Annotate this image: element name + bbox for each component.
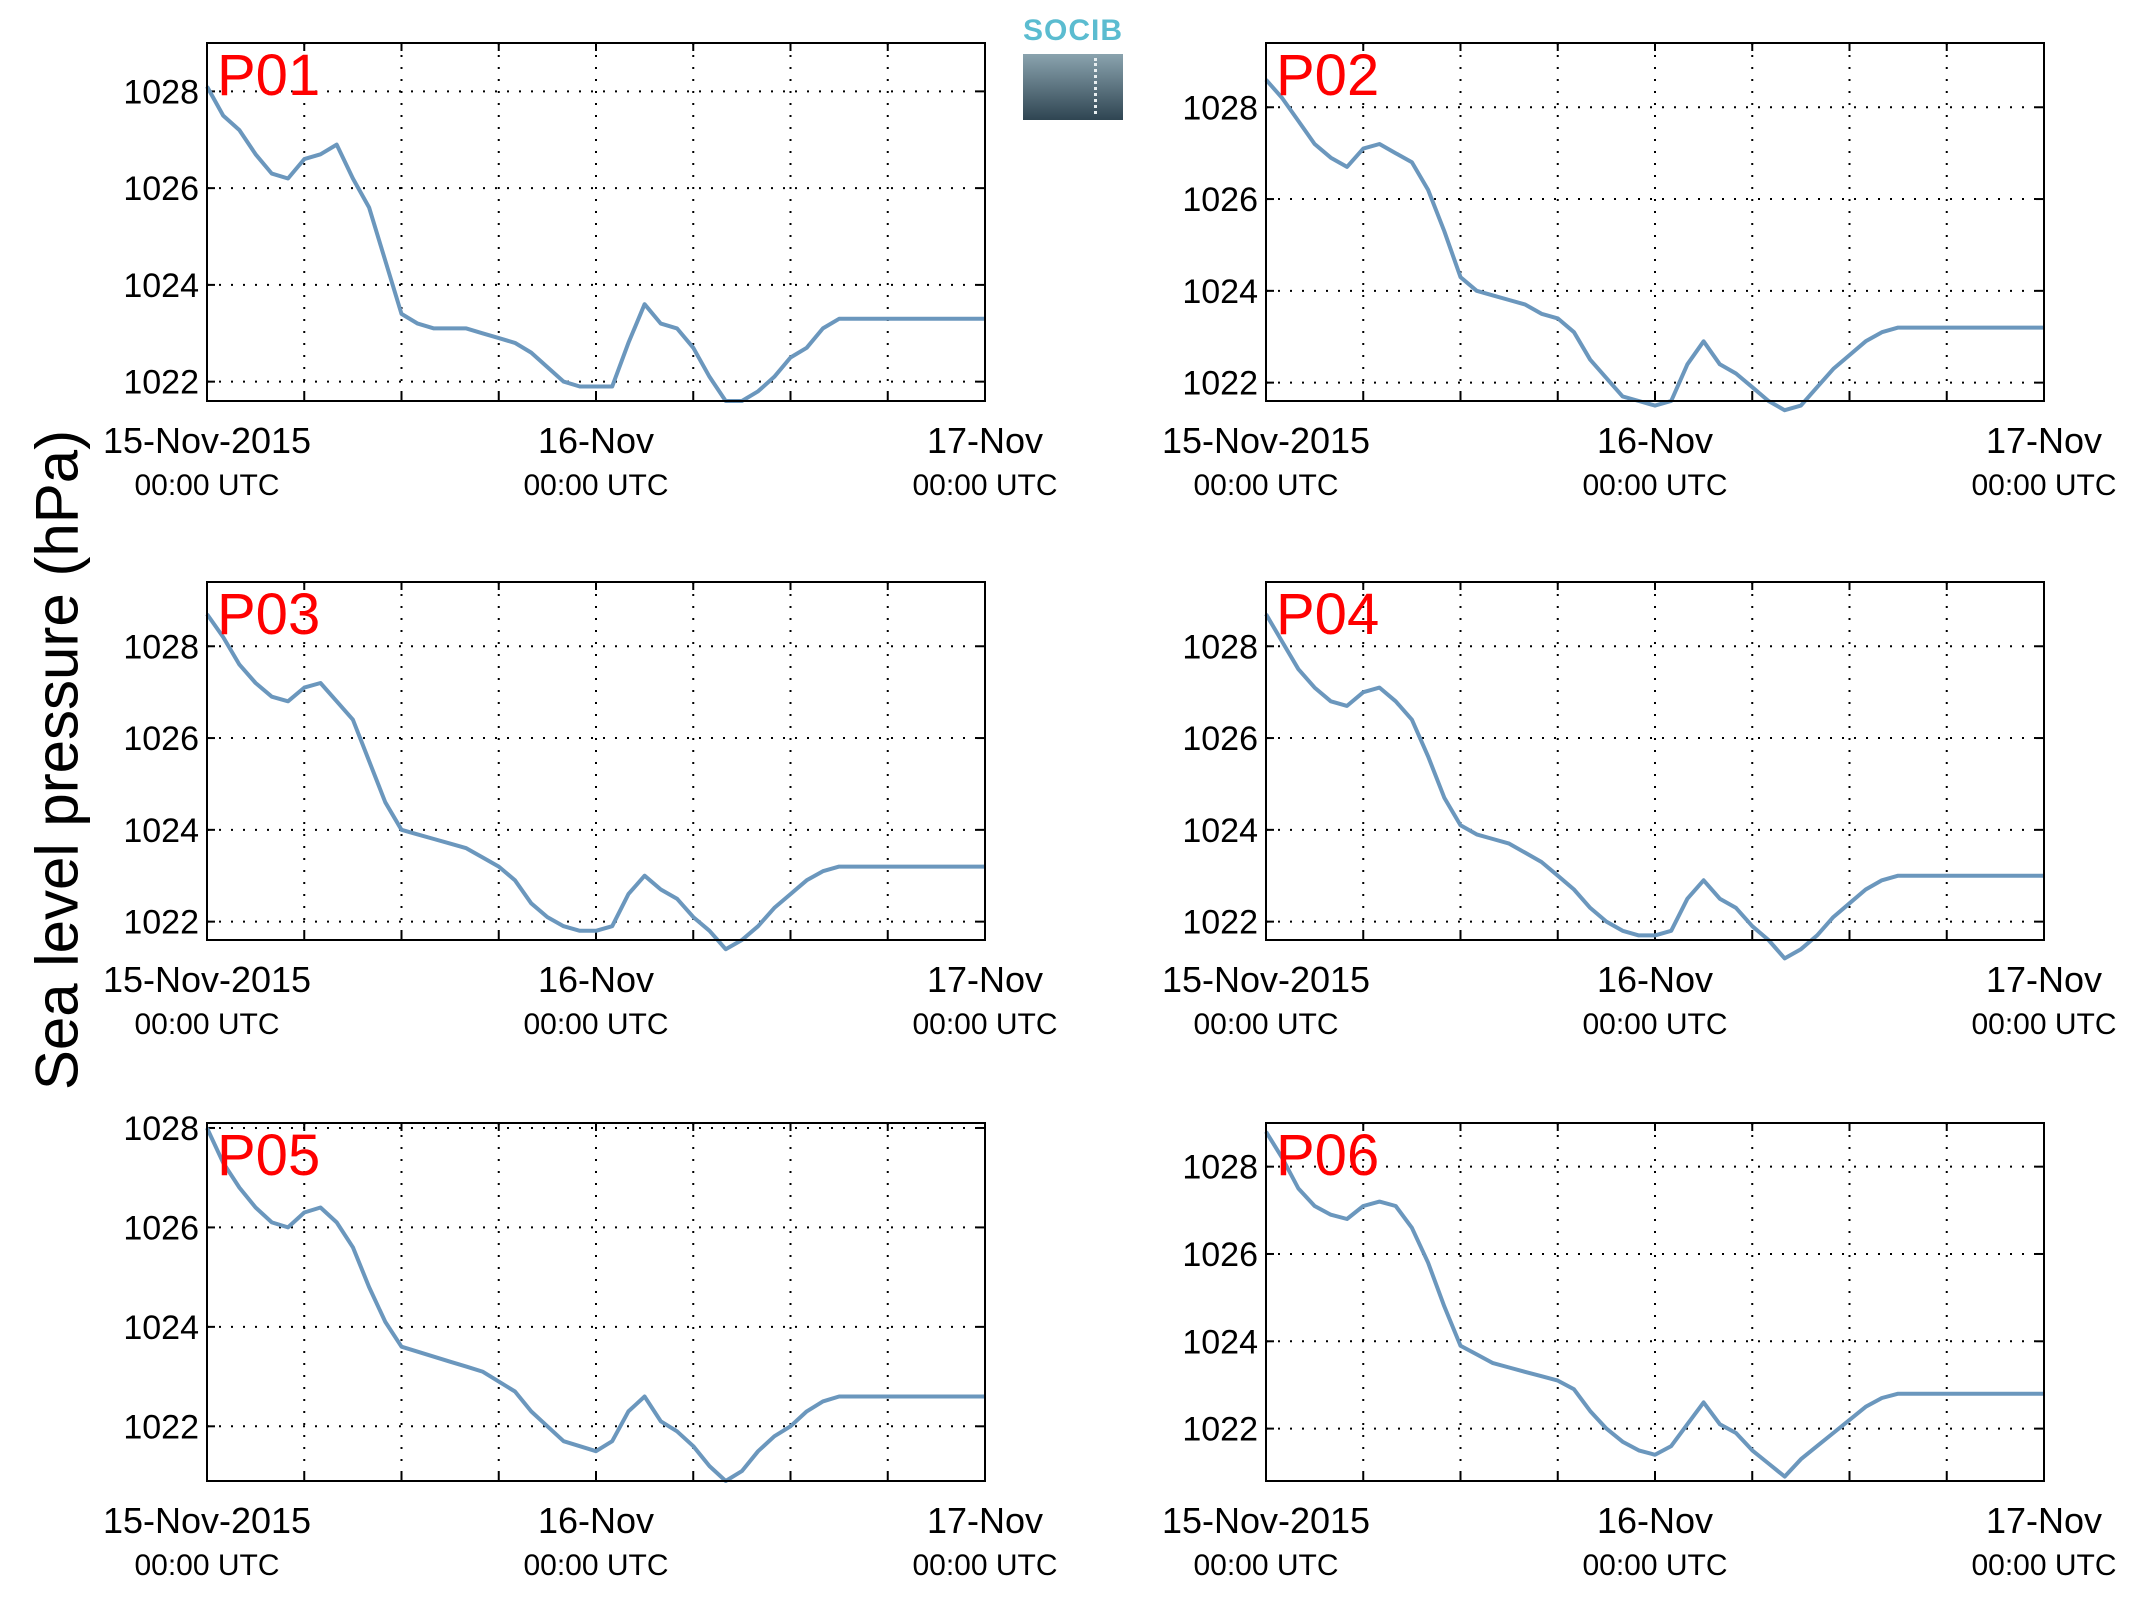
panel-p05: 1022 1024 1026 1028 15-Nov-2015 00:00 UTC 16-N… (103, 1110, 1058, 1582)
axes-frame (1265, 42, 2045, 402)
panel-p04: 1022 1024 1026 1028 15-Nov-2015 00:00 UTC 16-N… (1162, 581, 2117, 1041)
y-tick-label: 1026 (123, 720, 199, 758)
x-tick-label: 17-Nov (1986, 420, 2102, 461)
x-tick-label: 16-Nov (1597, 1500, 1713, 1541)
y-tick-label: 1022 (1182, 904, 1258, 942)
axes-frame (206, 42, 986, 402)
y-tick-label: 1028 (1182, 628, 1258, 666)
panel-label: P04 (1276, 582, 1379, 647)
y-tick-label: 1028 (123, 1110, 199, 1148)
logo-text: SOCIB (1023, 14, 1124, 47)
x-tick-sublabel: 00:00 UTC (1582, 1008, 1727, 1041)
series-line (205, 612, 985, 952)
panel-p03: 1022 1024 1026 1028 15-Nov-2015 00:00 UTC 16-N… (103, 581, 1058, 1041)
y-tick-label: 1024 (1182, 812, 1258, 850)
x-tick-sublabel: 00:00 UTC (523, 469, 668, 502)
x-tick-label: 17-Nov (1986, 959, 2102, 1000)
x-tick-label: 15-Nov-2015 (103, 959, 311, 1000)
x-tick-sublabel: 00:00 UTC (134, 1549, 279, 1582)
x-tick-sublabel: 00:00 UTC (523, 1008, 668, 1041)
x-tick-label: 17-Nov (927, 1500, 1043, 1541)
x-tick-label: 15-Nov-2015 (1162, 1500, 1370, 1541)
x-tick-label: 17-Nov (927, 959, 1043, 1000)
series-line (1264, 78, 2044, 413)
x-tick-label: 16-Nov (1597, 959, 1713, 1000)
x-tick-sublabel: 00:00 UTC (1582, 1549, 1727, 1582)
x-tick-label: 15-Nov-2015 (1162, 959, 1370, 1000)
y-tick-label: 1026 (123, 1209, 199, 1247)
series-line (1264, 613, 2044, 961)
socib-logo: SOCIB (1023, 14, 1123, 120)
x-tick-label: 15-Nov-2015 (103, 1500, 311, 1541)
y-tick-label: 1028 (123, 628, 199, 666)
panel-label: P05 (217, 1123, 320, 1188)
series-line (205, 85, 985, 403)
x-tick-sublabel: 00:00 UTC (523, 1549, 668, 1582)
x-tick-label: 16-Nov (538, 1500, 654, 1541)
y-tick-label: 1022 (123, 904, 199, 942)
x-tick-sublabel: 00:00 UTC (912, 1549, 1057, 1582)
panel-label: P02 (1276, 43, 1379, 108)
x-tick-label: 16-Nov (1597, 420, 1713, 461)
panel-label: P06 (1276, 1123, 1379, 1188)
x-tick-sublabel: 00:00 UTC (1193, 1549, 1338, 1582)
y-tick-label: 1022 (1182, 1411, 1258, 1449)
y-tick-label: 1024 (123, 267, 199, 305)
y-tick-label: 1028 (123, 73, 199, 111)
logo-graphic (1023, 54, 1123, 120)
panel-p06: 1022 1024 1026 1028 15-Nov-2015 00:00 UTC 16-N… (1162, 1122, 2117, 1582)
x-tick-label: 17-Nov (1986, 1500, 2102, 1541)
axes-frame (206, 1122, 986, 1482)
series-line (1264, 1130, 2044, 1479)
x-tick-label: 16-Nov (538, 959, 654, 1000)
y-tick-label: 1026 (1182, 181, 1258, 219)
y-tick-label: 1026 (123, 170, 199, 208)
x-tick-label: 15-Nov-2015 (103, 420, 311, 461)
axes-frame (206, 581, 986, 941)
panel-p02: 1022 1024 1026 1028 15-Nov-2015 00:00 UTC 16-N… (1162, 42, 2117, 502)
y-tick-label: 1024 (1182, 1323, 1258, 1361)
x-tick-sublabel: 00:00 UTC (1582, 469, 1727, 502)
axes-frame (1265, 581, 2045, 941)
y-tick-label: 1022 (1182, 365, 1258, 403)
y-tick-label: 1024 (123, 812, 199, 850)
logo-dots (1094, 58, 1097, 114)
y-tick-label: 1028 (1182, 89, 1258, 127)
x-tick-sublabel: 00:00 UTC (912, 469, 1057, 502)
x-tick-sublabel: 00:00 UTC (1971, 469, 2116, 502)
x-tick-label: 15-Nov-2015 (1162, 420, 1370, 461)
y-tick-label: 1024 (123, 1309, 199, 1347)
y-tick-label: 1026 (1182, 1236, 1258, 1274)
y-axis-label: Sea level pressure (hPa) (23, 429, 91, 1091)
x-tick-sublabel: 00:00 UTC (1193, 469, 1338, 502)
x-tick-sublabel: 00:00 UTC (134, 469, 279, 502)
panel-label: P03 (217, 582, 320, 647)
y-tick-label: 1028 (1182, 1149, 1258, 1187)
x-tick-sublabel: 00:00 UTC (1193, 1008, 1338, 1041)
x-tick-label: 17-Nov (927, 420, 1043, 461)
y-tick-label: 1022 (123, 1408, 199, 1446)
y-tick-label: 1026 (1182, 720, 1258, 758)
x-tick-label: 16-Nov (538, 420, 654, 461)
x-tick-sublabel: 00:00 UTC (912, 1008, 1057, 1041)
x-tick-sublabel: 00:00 UTC (1971, 1549, 2116, 1582)
panel-p01: 1022 1024 1026 1028 15-Nov-2015 00:00 UTC 16-N… (103, 42, 1058, 502)
series-line (205, 1127, 985, 1483)
panel-label: P01 (217, 43, 320, 108)
x-tick-sublabel: 00:00 UTC (1971, 1008, 2116, 1041)
axes-frame (1265, 1122, 2045, 1482)
y-tick-label: 1022 (123, 364, 199, 402)
y-tick-label: 1024 (1182, 273, 1258, 311)
x-tick-sublabel: 00:00 UTC (134, 1008, 279, 1041)
